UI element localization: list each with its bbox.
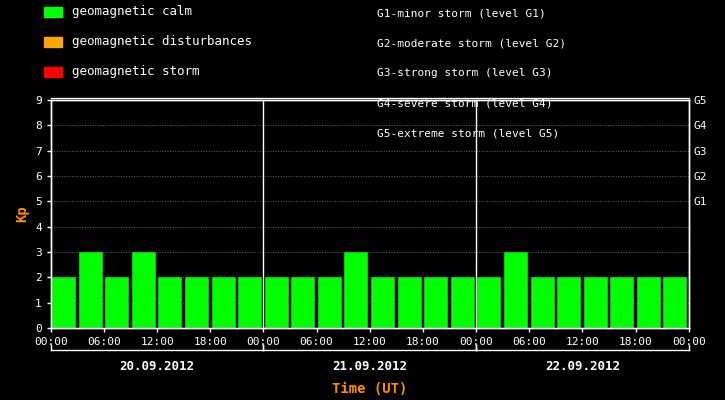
Text: Time (UT): Time (UT) [332, 382, 407, 396]
Bar [105, 277, 129, 328]
Bar [344, 252, 368, 328]
Bar [424, 277, 448, 328]
Bar [531, 277, 555, 328]
Bar [291, 277, 315, 328]
Text: G5-extreme storm (level G5): G5-extreme storm (level G5) [377, 128, 559, 138]
Bar [637, 277, 661, 328]
Text: 21.09.2012: 21.09.2012 [332, 360, 407, 373]
Text: geomagnetic disturbances: geomagnetic disturbances [72, 36, 252, 48]
Bar [371, 277, 395, 328]
Text: G4-severe storm (level G4): G4-severe storm (level G4) [377, 98, 552, 108]
Bar [132, 252, 156, 328]
Bar [212, 277, 236, 328]
Bar [504, 252, 528, 328]
Text: G3-strong storm (level G3): G3-strong storm (level G3) [377, 68, 552, 78]
Bar [477, 277, 501, 328]
Bar [265, 277, 289, 328]
Text: G1-minor storm (level G1): G1-minor storm (level G1) [377, 8, 546, 18]
Bar [451, 277, 475, 328]
Bar [185, 277, 209, 328]
Bar [238, 277, 262, 328]
Text: 20.09.2012: 20.09.2012 [120, 360, 194, 373]
Bar [318, 277, 341, 328]
Bar [158, 277, 183, 328]
Bar [610, 277, 634, 328]
Text: 22.09.2012: 22.09.2012 [545, 360, 620, 373]
Text: geomagnetic storm: geomagnetic storm [72, 66, 200, 78]
Bar [52, 277, 76, 328]
Bar [584, 277, 608, 328]
Bar [557, 277, 581, 328]
Bar [78, 252, 103, 328]
Text: geomagnetic calm: geomagnetic calm [72, 6, 193, 18]
Text: G2-moderate storm (level G2): G2-moderate storm (level G2) [377, 38, 566, 48]
Bar [397, 277, 421, 328]
Y-axis label: Kp: Kp [15, 206, 30, 222]
Bar [663, 277, 687, 328]
